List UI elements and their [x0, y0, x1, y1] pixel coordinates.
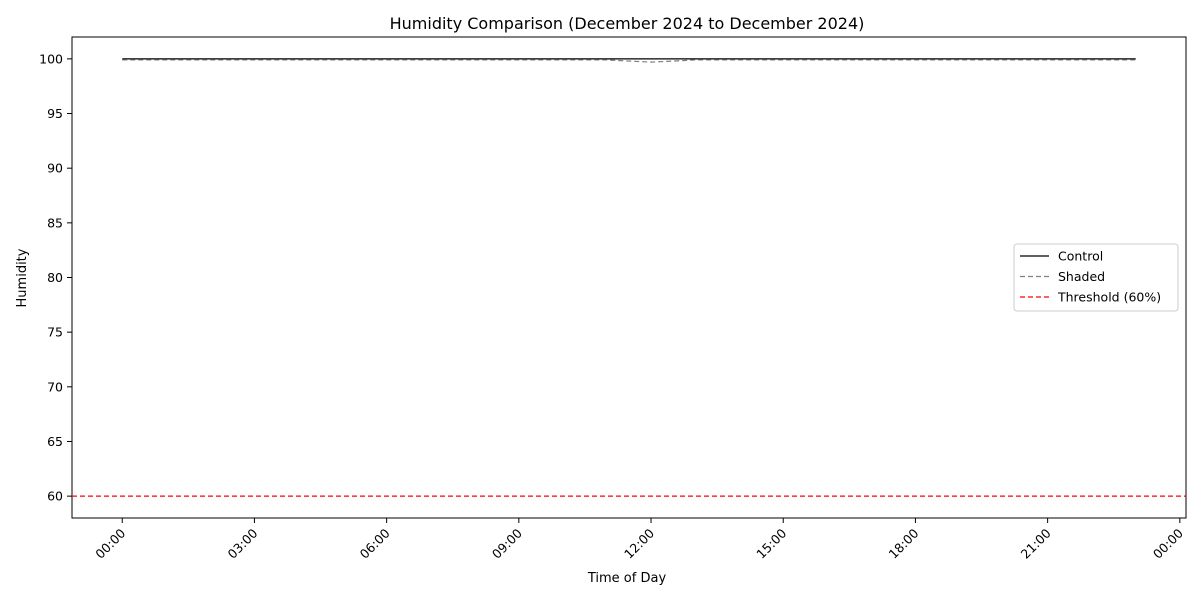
x-tick-label: 21:00 — [1018, 525, 1054, 561]
y-tick-label: 60 — [47, 489, 63, 504]
series-lines — [72, 58, 1186, 497]
y-tick-label: 70 — [47, 379, 63, 394]
legend-label: Shaded — [1058, 269, 1105, 284]
y-axis-label: Humidity — [15, 248, 30, 307]
x-tick-label: 06:00 — [357, 525, 393, 561]
x-tick-label: 00:00 — [92, 525, 128, 561]
legend-frame — [1013, 243, 1179, 312]
x-tick-label: 15:00 — [753, 525, 789, 561]
y-tick-label: 95 — [47, 106, 63, 121]
chart-legend: Control Shaded Threshold (60%) — [1013, 243, 1179, 312]
x-axis-ticks: 00:00 03:00 06:00 09:00 12:00 15:00 18:00 21:00… — [92, 518, 1186, 562]
y-tick-label: 65 — [47, 434, 63, 449]
chart-title: Humidity Comparison (December 2024 to De… — [390, 14, 865, 33]
x-tick-label: 00:00 — [1150, 525, 1186, 561]
legend-label: Control — [1058, 249, 1103, 264]
y-tick-label: 100 — [39, 51, 63, 66]
x-axis-label: Time of Day — [587, 571, 667, 586]
y-tick-label: 80 — [47, 270, 63, 285]
y-tick-label: 75 — [47, 325, 63, 340]
series-line-shaded — [122, 59, 1136, 63]
x-tick-label: 03:00 — [224, 525, 260, 561]
x-tick-label: 18:00 — [885, 525, 921, 561]
y-tick-label: 85 — [47, 215, 63, 230]
y-tick-label: 90 — [47, 161, 63, 176]
x-tick-label: 12:00 — [621, 525, 657, 561]
legend-label: Threshold (60%) — [1057, 290, 1161, 305]
x-tick-label: 09:00 — [489, 525, 525, 561]
y-axis-ticks: 60 65 70 75 80 85 90 95 100 — [39, 51, 72, 504]
